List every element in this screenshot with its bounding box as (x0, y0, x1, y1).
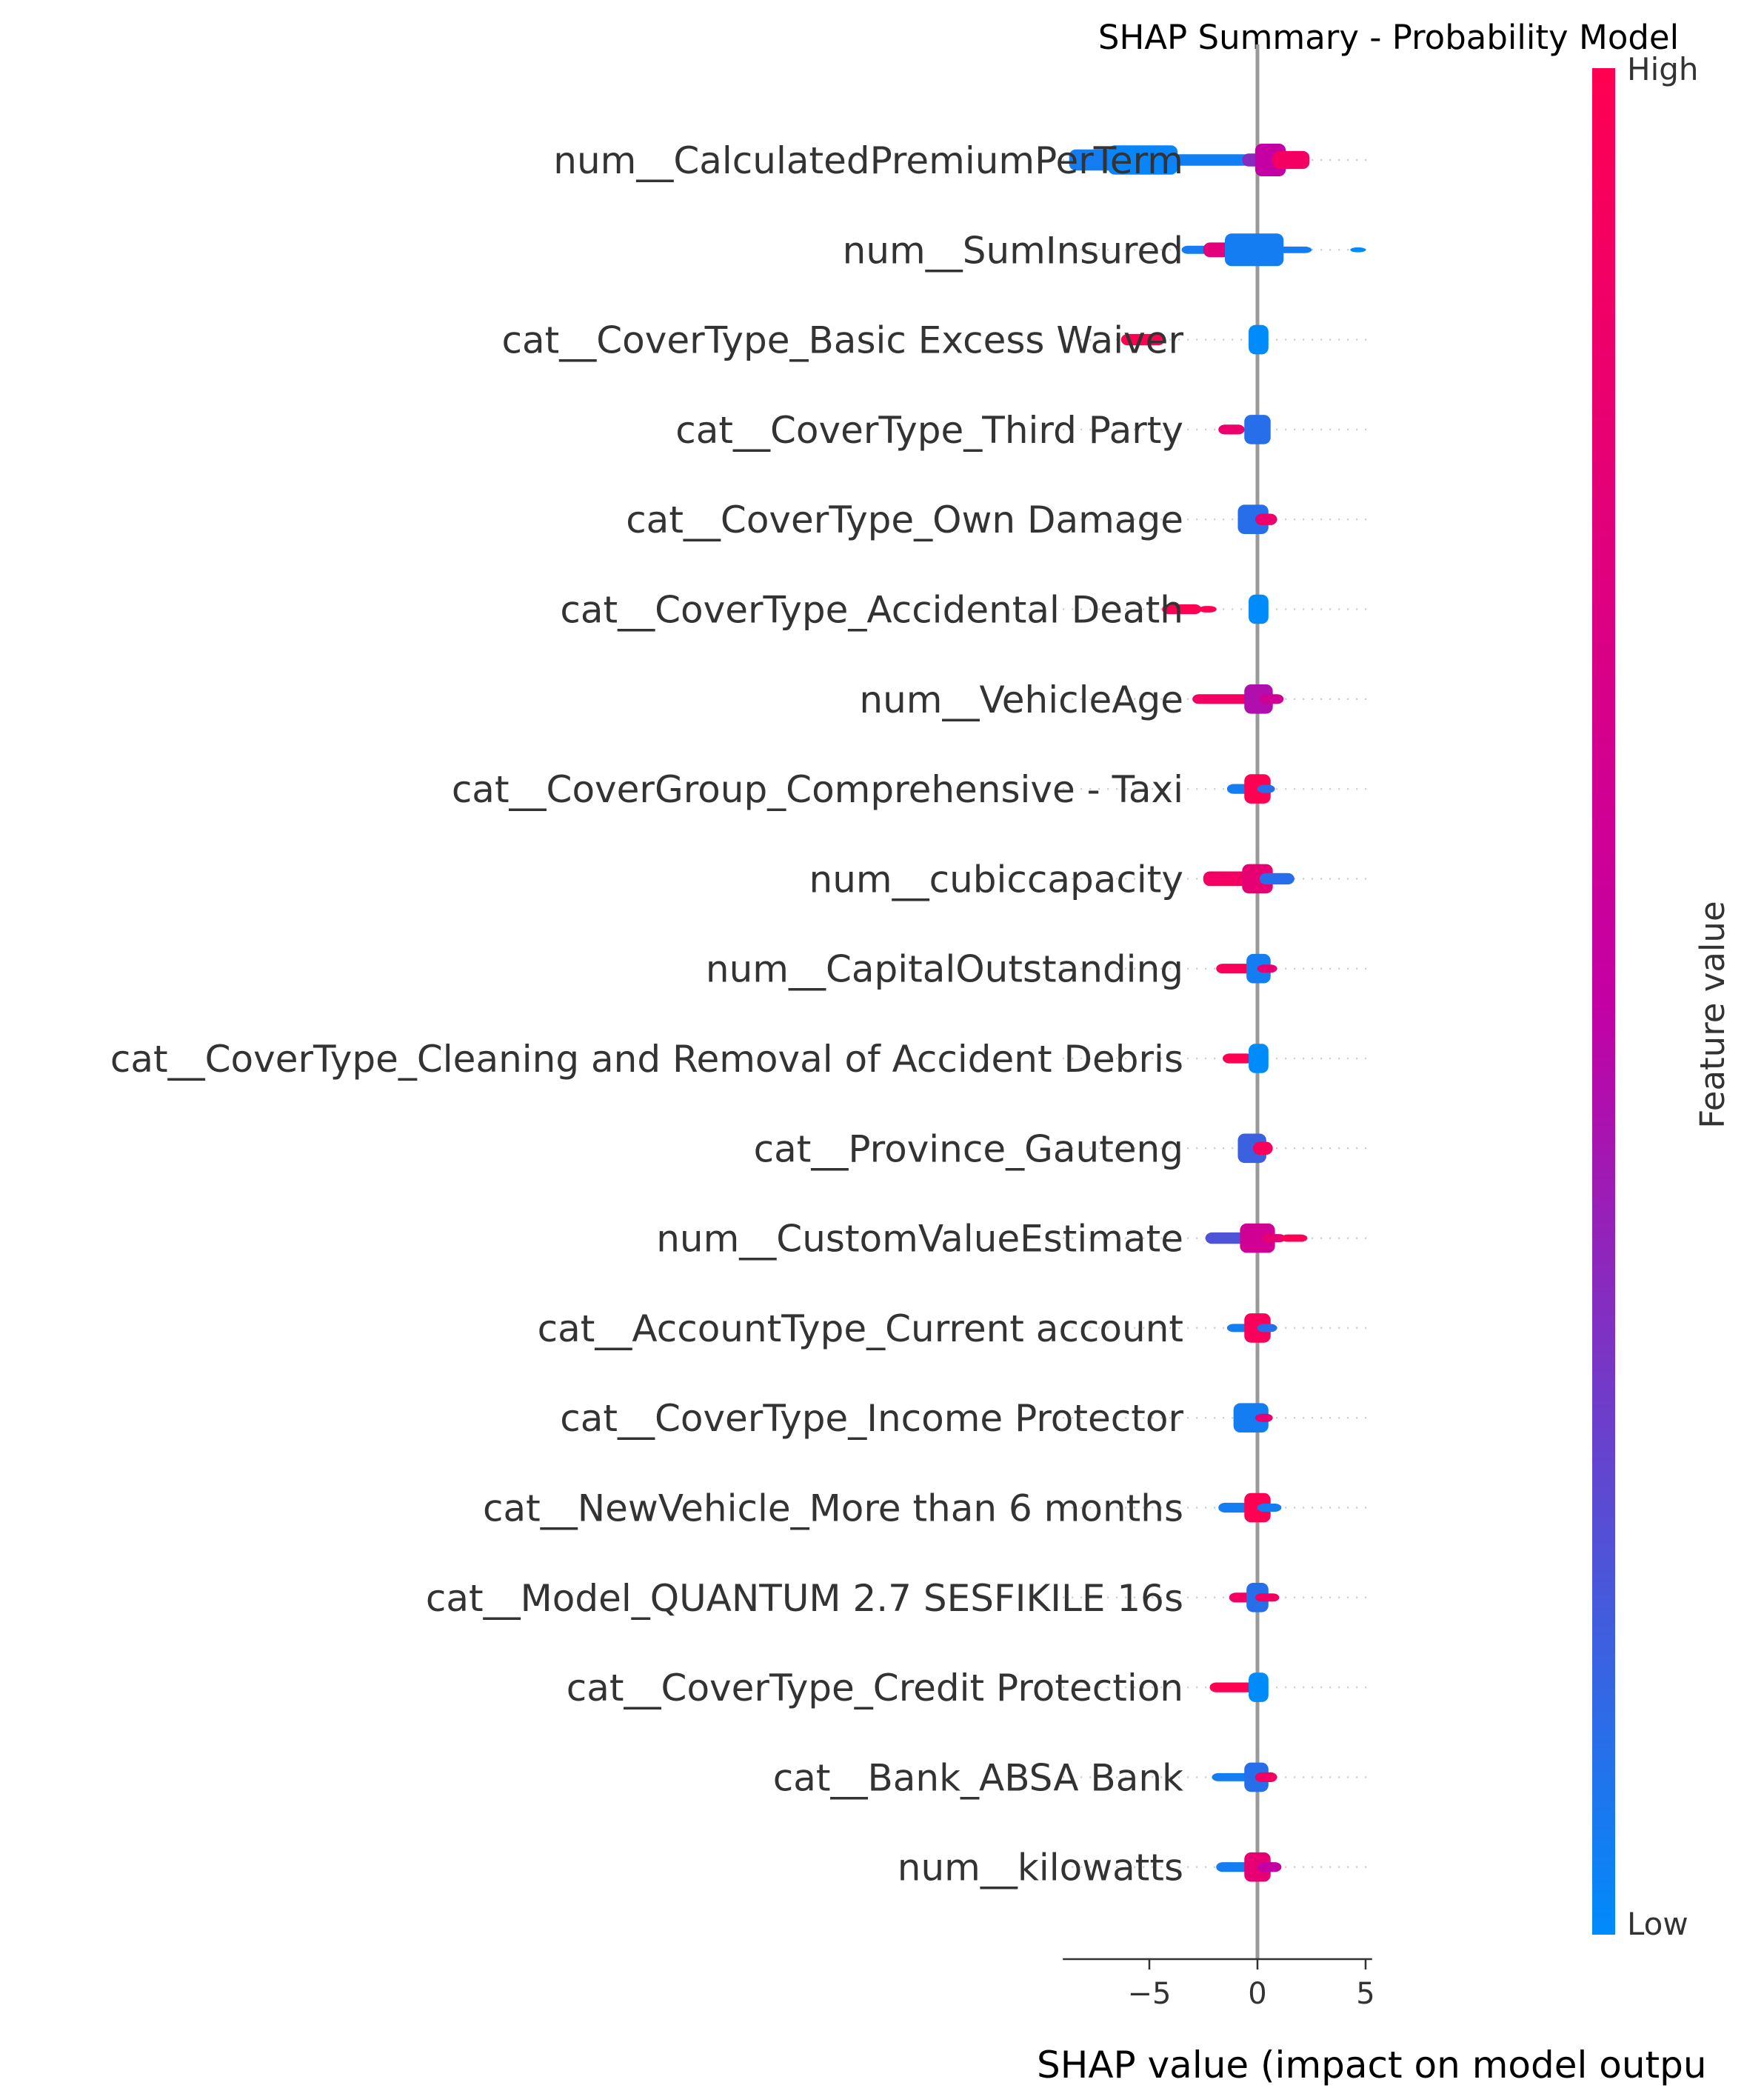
feature-label: cat__AccountType_Current account (538, 1307, 1183, 1350)
feature-point-cluster (1218, 424, 1245, 435)
feature-label: cat__Bank_ABSA Bank (773, 1756, 1183, 1799)
x-axis-ticks: −5 0 5 (1128, 1959, 1375, 2011)
feature-label: cat__NewVehicle_More than 6 months (483, 1487, 1183, 1530)
feature-label: num__VehicleAge (859, 678, 1183, 721)
feature-point-cluster (1257, 1862, 1282, 1872)
feature-point-cluster (1164, 154, 1256, 166)
feature-point-cluster (1244, 684, 1273, 714)
x-tick-label: −5 (1128, 1977, 1172, 2011)
feature-point-cluster (1240, 1223, 1275, 1253)
feature-label: cat__CoverType_Basic Excess Waiver (502, 319, 1184, 362)
feature-point-cluster (1198, 606, 1217, 613)
feature-point-cluster (1192, 694, 1258, 704)
feature-point-cluster (1254, 1772, 1277, 1782)
feature-point-cluster (1261, 1234, 1286, 1243)
chart-title: SHAP Summary - Probability Model (1098, 18, 1679, 57)
feature-point-cluster (1254, 1593, 1280, 1602)
feature-point-cluster (1259, 694, 1284, 704)
feature-label: cat__CoverType_Credit Protection (567, 1667, 1183, 1710)
feature-point-cluster (1257, 1324, 1277, 1332)
colorbar (1592, 68, 1615, 1935)
feature-point-cluster (1257, 964, 1277, 973)
feature-label: cat__CoverType_Cleaning and Removal of A… (110, 1038, 1183, 1081)
feature-point-cluster (1270, 246, 1312, 253)
feature-point-cluster (1244, 415, 1271, 444)
feature-point-cluster (1249, 594, 1269, 624)
colorbar-high-label: High (1627, 51, 1699, 87)
feature-point-cluster (1233, 1403, 1269, 1432)
feature-point-cluster (1254, 1413, 1273, 1422)
feature-label: cat__Province_Gauteng (754, 1127, 1183, 1170)
feature-point-cluster (1108, 145, 1178, 175)
feature-point-cluster (1162, 604, 1202, 615)
feature-point-cluster (1272, 150, 1310, 170)
feature-label: cat__CoverType_Third Party (675, 409, 1183, 452)
feature-label: num__kilowatts (898, 1847, 1183, 1889)
colorbar-low-label: Low (1627, 1906, 1688, 1942)
feature-point-cluster (1224, 233, 1284, 267)
feature-point-cluster (1237, 504, 1269, 534)
feature-point-cluster (1249, 324, 1269, 355)
feature-point-cluster (1259, 873, 1294, 885)
feature-point-cluster (1249, 1672, 1269, 1702)
beeswarm-points (1069, 144, 1366, 1882)
feature-point-cluster (1257, 1504, 1282, 1512)
x-axis-label: SHAP value (impact on model outpu (1037, 2044, 1707, 2087)
feature-label: num__cubiccapacity (809, 858, 1183, 901)
feature-label: cat__CoverType_Own Damage (626, 498, 1183, 541)
feature-point-cluster (1249, 1044, 1269, 1073)
feature-point-cluster (1257, 784, 1275, 793)
feature-point-cluster (1280, 1234, 1308, 1242)
feature-label: cat__CoverGroup_Comprehensive - Taxi (452, 768, 1183, 811)
feature-point-cluster (1350, 247, 1366, 253)
feature-label: cat__CoverType_Income Protector (560, 1397, 1183, 1440)
feature-point-cluster (1242, 864, 1273, 894)
x-tick-label: 0 (1248, 1977, 1266, 2011)
feature-labels: num__CalculatedPremiumPerTerm num__SumIns… (110, 139, 1184, 1889)
feature-point-cluster (1252, 1141, 1273, 1155)
feature-label: cat__Model_QUANTUM 2.7 SESFIKILE 16s (426, 1577, 1183, 1620)
feature-label: num__SumInsured (843, 229, 1183, 272)
feature-point-cluster (1120, 333, 1165, 346)
feature-point-cluster (1254, 513, 1277, 525)
feature-label: num__CapitalOutstanding (706, 948, 1183, 991)
feature-point-cluster (1209, 1682, 1256, 1692)
feature-label: num__CalculatedPremiumPerTerm (553, 139, 1183, 182)
feature-point-cluster (1237, 1133, 1266, 1164)
x-tick-label: 5 (1356, 1977, 1374, 2011)
feature-point-cluster (1223, 1053, 1254, 1064)
feature-label: num__CustomValueEstimate (656, 1218, 1183, 1261)
feature-label: cat__CoverType_Accidental Death (560, 589, 1183, 632)
colorbar-title: Feature value (1693, 901, 1732, 1128)
